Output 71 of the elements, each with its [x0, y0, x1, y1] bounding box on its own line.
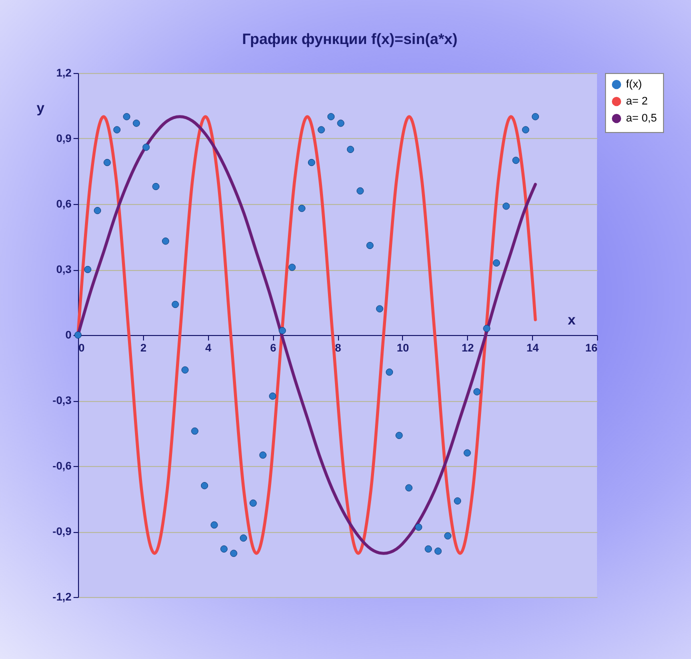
- x-tick-label: 6: [270, 342, 276, 354]
- point: [152, 182, 160, 190]
- legend-label: f(x): [626, 78, 642, 90]
- point: [142, 144, 150, 151]
- point: [113, 126, 121, 134]
- point: [94, 206, 102, 214]
- point: [502, 202, 510, 210]
- legend-label: a= 2: [626, 96, 648, 108]
- x-tick-label: 12: [462, 342, 474, 354]
- point: [259, 451, 266, 459]
- x-axis-title: x: [568, 312, 576, 328]
- chart-title: График функции f(x)=sin(a*x): [242, 31, 458, 48]
- point: [356, 187, 364, 194]
- point: [512, 156, 520, 164]
- point: [162, 238, 170, 245]
- x-tick-label: 0: [78, 342, 85, 354]
- y-tick-label: 0,3: [56, 264, 72, 276]
- y-tick-label: 1,2: [56, 68, 72, 80]
- point: [298, 204, 306, 212]
- point: [522, 126, 530, 134]
- x-tick-label: 8: [334, 342, 342, 354]
- y-tick-label: -0,9: [52, 526, 72, 538]
- x-tick-label: 4: [205, 342, 212, 354]
- point: [240, 534, 248, 542]
- point: [483, 324, 490, 332]
- x-tick-label: 10: [396, 342, 409, 354]
- point: [191, 427, 198, 435]
- y-tick-label: 0,6: [56, 198, 72, 210]
- point: [405, 484, 412, 492]
- point: [288, 264, 296, 271]
- y-axis-title: y: [36, 100, 45, 116]
- point: [172, 300, 179, 308]
- y-tick-label: 0,9: [56, 133, 72, 145]
- point: [473, 388, 481, 396]
- point: [123, 113, 130, 120]
- point: [200, 482, 208, 490]
- point: [220, 545, 228, 553]
- point: [210, 521, 218, 529]
- point: [269, 392, 276, 400]
- y-tick-label: -1,2: [52, 592, 72, 604]
- point: [250, 500, 257, 507]
- point: [308, 158, 316, 166]
- x-tick-label: 2: [140, 342, 146, 354]
- point: [278, 327, 286, 334]
- point: [346, 146, 354, 154]
- point: [318, 126, 325, 134]
- y-tick-label: -0,3: [52, 395, 72, 407]
- x-tick-label: 16: [585, 342, 598, 354]
- point: [532, 113, 539, 120]
- point: [366, 242, 374, 250]
- point: [337, 120, 344, 127]
- point: [376, 305, 384, 312]
- x-tick-label: 14: [526, 342, 540, 354]
- point: [444, 532, 452, 540]
- point: [181, 366, 189, 374]
- point: [230, 550, 238, 557]
- y-tick-label: -0,6: [52, 460, 72, 472]
- point: [454, 497, 462, 505]
- point: [424, 545, 432, 553]
- legend-label: a= 0,5: [626, 112, 657, 124]
- point: [104, 158, 111, 166]
- point: [132, 120, 140, 127]
- point: [327, 113, 335, 120]
- point: [396, 432, 403, 440]
- y-tick-label: 0: [65, 330, 72, 342]
- point: [84, 266, 92, 274]
- point: [386, 368, 394, 376]
- point: [434, 548, 442, 555]
- point: [492, 259, 500, 267]
- point: [414, 524, 422, 531]
- point: [464, 449, 471, 456]
